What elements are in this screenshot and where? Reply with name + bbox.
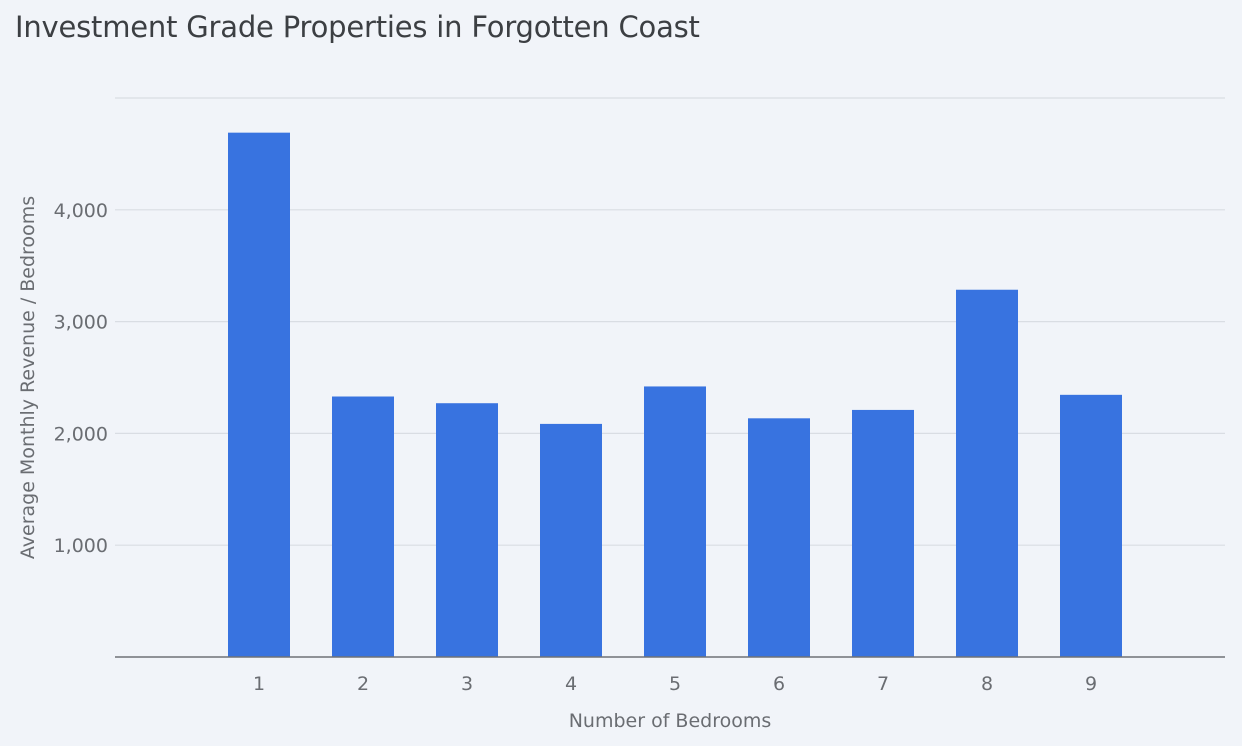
bar-2 — [332, 396, 394, 657]
y-tick-label: 4,000 — [54, 200, 108, 222]
x-tick-label: 8 — [981, 673, 993, 695]
x-tick-label: 1 — [253, 673, 265, 695]
x-tick-label: 4 — [565, 673, 577, 695]
bar-1 — [228, 132, 290, 657]
bar-7 — [852, 409, 914, 657]
x-axis-label: Number of Bedrooms — [569, 710, 772, 732]
y-axis-label: Average Monthly Revenue / Bedrooms — [17, 196, 39, 559]
x-tick-label: 5 — [669, 673, 681, 695]
bar-8 — [956, 289, 1018, 657]
bar-3 — [436, 403, 498, 657]
y-tick-label: 1,000 — [54, 535, 108, 557]
bar-6 — [748, 418, 810, 657]
x-tick-label: 3 — [461, 673, 473, 695]
bar-5 — [644, 386, 706, 657]
x-tick-label: 9 — [1085, 673, 1097, 695]
chart-title: Investment Grade Properties in Forgotten… — [15, 10, 700, 44]
x-axis-ticks: 1 2 3 4 5 6 7 8 9 — [253, 673, 1097, 695]
y-tick-label: 2,000 — [54, 423, 108, 445]
x-tick-label: 6 — [773, 673, 785, 695]
x-tick-label: 7 — [877, 673, 889, 695]
bars — [228, 132, 1122, 657]
bar-9 — [1060, 394, 1122, 657]
y-axis-ticks: 1,000 2,000 3,000 4,000 — [54, 200, 108, 557]
bar-4 — [540, 423, 602, 657]
x-tick-label: 2 — [357, 673, 369, 695]
y-tick-label: 3,000 — [54, 312, 108, 334]
